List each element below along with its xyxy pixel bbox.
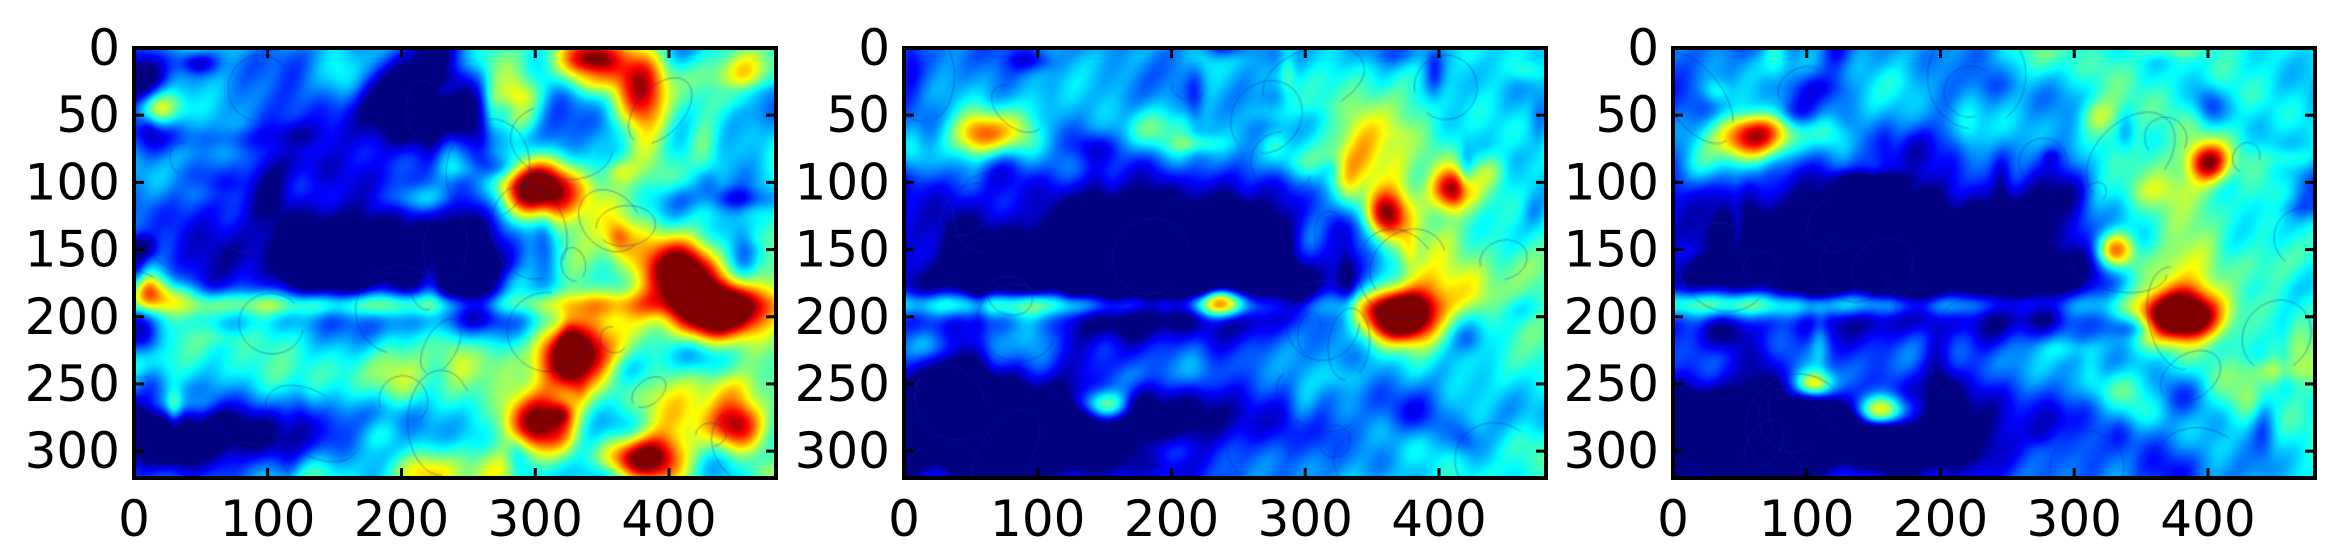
axes-frame	[132, 46, 778, 480]
x-tick-label: 0	[888, 490, 920, 548]
x-tick-label: 200	[1893, 490, 1988, 548]
heatmap-panel-3: 0 100 200 300 400 0 50 100 150 200 250 300	[1564, 19, 2317, 548]
y-tick-label: 150	[795, 221, 890, 279]
y-tick-label: 250	[795, 355, 890, 413]
heatmap-panel-1: 0 100 200 300 400 0 50 100 150 200 250 300	[25, 19, 778, 548]
x-tick-label: 300	[2027, 490, 2122, 548]
y-tick-label: 0	[88, 19, 120, 77]
x-tick-label: 400	[621, 490, 716, 548]
heatmap-image-2	[904, 48, 1546, 478]
y-tick-label: 0	[858, 19, 890, 77]
y-tick-label: 50	[56, 86, 120, 144]
x-tick-label: 400	[1391, 490, 1486, 548]
y-tick-label: 0	[1627, 19, 1659, 77]
x-tick-label: 100	[220, 490, 315, 548]
y-tick-label: 100	[795, 153, 890, 211]
x-tick-label: 0	[1657, 490, 1689, 548]
heatmap-panel-2: 0 100 200 300 400 0 50 100 150 200 250 300	[795, 19, 1548, 548]
heatmap-image-1	[134, 48, 776, 478]
y-tick-label: 200	[795, 288, 890, 346]
x-tick-label: 100	[990, 490, 1085, 548]
y-tick-label: 200	[1564, 288, 1659, 346]
y-tick-label: 100	[1564, 153, 1659, 211]
axes-frame	[902, 46, 1548, 480]
y-tick-label: 300	[795, 422, 890, 480]
x-tick-label: 300	[488, 490, 583, 548]
y-tick-label: 150	[1564, 221, 1659, 279]
y-tick-label: 200	[25, 288, 120, 346]
heatmap-image-3	[1673, 48, 2315, 478]
y-tick-label: 250	[25, 355, 120, 413]
y-tick-label: 250	[1564, 355, 1659, 413]
x-tick-label: 0	[118, 490, 150, 548]
axes-frame	[1671, 46, 2317, 480]
x-tick-label: 200	[1124, 490, 1219, 548]
y-tick-label: 300	[1564, 422, 1659, 480]
y-tick-label: 50	[1595, 86, 1659, 144]
y-tick-label: 50	[826, 86, 890, 144]
x-tick-label: 100	[1759, 490, 1854, 548]
x-tick-label: 300	[1258, 490, 1353, 548]
y-tick-label: 300	[25, 422, 120, 480]
y-tick-label: 100	[25, 153, 120, 211]
x-tick-label: 400	[2160, 490, 2255, 548]
x-tick-label: 200	[354, 490, 449, 548]
y-tick-label: 150	[25, 221, 120, 279]
